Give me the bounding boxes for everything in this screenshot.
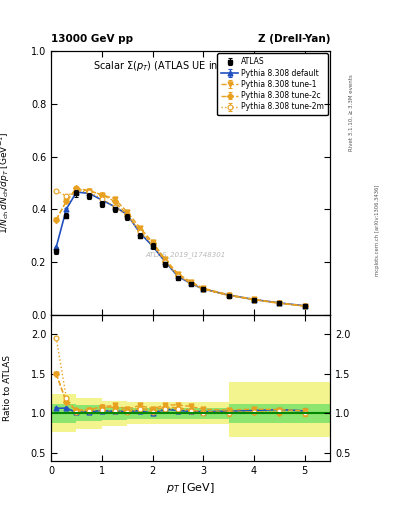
- Y-axis label: Ratio to ATLAS: Ratio to ATLAS: [3, 355, 12, 421]
- Text: 13000 GeV pp: 13000 GeV pp: [51, 33, 133, 44]
- Text: Scalar $\Sigma(p_T)$ (ATLAS UE in Z production): Scalar $\Sigma(p_T)$ (ATLAS UE in Z prod…: [94, 59, 288, 73]
- Legend: ATLAS, Pythia 8.308 default, Pythia 8.308 tune-1, Pythia 8.308 tune-2c, Pythia 8: ATLAS, Pythia 8.308 default, Pythia 8.30…: [217, 53, 328, 115]
- Y-axis label: $1/N_{\rm ch}\,dN_{\rm ch}/dp_T\;[\rm GeV^{-1}]$: $1/N_{\rm ch}\,dN_{\rm ch}/dp_T\;[\rm Ge…: [0, 132, 12, 234]
- Text: ATLAS_2019_I1748301: ATLAS_2019_I1748301: [145, 251, 225, 259]
- Text: Z (Drell-Yan): Z (Drell-Yan): [258, 33, 330, 44]
- X-axis label: $p_T$ [GeV]: $p_T$ [GeV]: [166, 481, 215, 495]
- Text: Rivet 3.1.10, ≥ 3.3M events: Rivet 3.1.10, ≥ 3.3M events: [349, 74, 354, 151]
- Text: mcplots.cern.ch [arXiv:1306.3436]: mcplots.cern.ch [arXiv:1306.3436]: [375, 185, 380, 276]
